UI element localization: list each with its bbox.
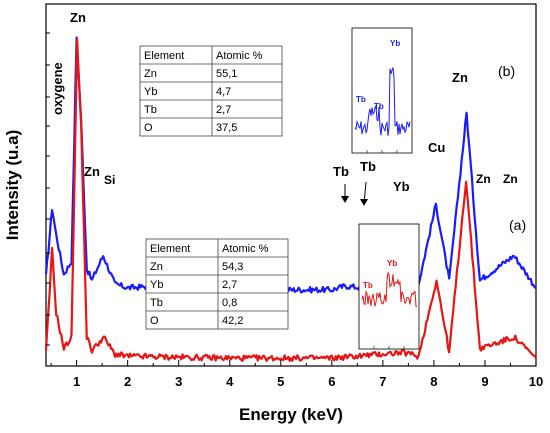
table-header-cell: Atomic % — [222, 243, 269, 255]
peak-label-zn: Zn — [503, 172, 518, 186]
inset-trace — [354, 67, 411, 136]
inset-a-label: Yb — [387, 259, 397, 268]
inset-trace — [361, 271, 418, 307]
inset-frame — [358, 223, 420, 350]
table-cell: Zn — [144, 68, 157, 80]
composition-table-b: Element Atomic % Zn 55,1 Yb 4,7 Tb 2,7 O 37,5 — [139, 45, 283, 137]
inset-frame — [351, 27, 413, 154]
table-cell: Tb — [150, 297, 163, 309]
x-tick-label: 3 — [175, 374, 182, 389]
peak-label-oxygene: oxygene — [50, 62, 65, 115]
inset-spectrum-b: Yb Tb Tb — [351, 27, 413, 154]
peak-label-yb: Yb — [393, 179, 410, 194]
x-tick-label: 1 — [73, 374, 80, 389]
peak-label-tb: Tb — [333, 164, 349, 179]
composition-table-a: Element Atomic % Zn 54,3 Yb 2,7 Tb 0,8 O 42,2 — [145, 238, 289, 330]
peak-label-zn: Zn — [476, 172, 491, 186]
x-axis-title: Energy (keV) — [239, 405, 343, 424]
table-cell: Yb — [144, 86, 157, 98]
peak-label-zn: Zn — [70, 10, 86, 25]
inset-b-label: Tb — [374, 102, 384, 111]
table-cell: 4,7 — [216, 86, 231, 98]
table-cell: 55,1 — [216, 68, 237, 80]
table-cell: 0,8 — [222, 297, 237, 309]
inset-b-label: Yb — [390, 39, 400, 48]
y-axis-title: Intensity (u.a) — [3, 130, 22, 241]
peak-label-tb: Tb — [360, 159, 376, 174]
table-header-cell: Element — [144, 50, 184, 62]
peak-label-zn: Zn — [84, 164, 100, 179]
table-cell: 2,7 — [216, 104, 231, 116]
table-cell: Yb — [150, 279, 163, 291]
x-axis-ticks: 1 2 3 4 5 6 7 8 9 10 — [50, 360, 543, 389]
x-tick-label: 9 — [481, 374, 488, 389]
table-header-cell: Element — [150, 243, 190, 255]
inset-b-label: Tb — [356, 95, 366, 104]
tb-arrow-2-head — [360, 199, 368, 206]
table-frame — [145, 238, 289, 330]
peak-label-si: Si — [104, 173, 115, 187]
x-tick-label: 10 — [529, 374, 543, 389]
table-cell: Tb — [144, 104, 157, 116]
series-line-a — [44, 37, 537, 362]
peak-label-zn: Zn — [452, 70, 468, 85]
plot-frame — [45, 3, 537, 367]
series-layer — [44, 36, 537, 362]
table-cell: 42,2 — [222, 315, 243, 327]
series-line-b — [44, 36, 537, 294]
table-cell: 37,5 — [216, 122, 237, 134]
table-cell: 2,7 — [222, 279, 237, 291]
x-tick-label: 5 — [277, 374, 284, 389]
plot-area: 1 2 3 4 5 6 7 8 9 10 — [44, 3, 543, 389]
x-tick-label: 7 — [379, 374, 386, 389]
inset-spectrum-a: Yb Tb — [358, 223, 420, 350]
y-axis-ticks — [46, 32, 50, 346]
table-header-cell: Atomic % — [216, 50, 263, 62]
x-tick-label: 4 — [226, 374, 234, 389]
tb-arrows — [341, 181, 368, 206]
inset-a-label: Tb — [363, 281, 373, 290]
table-frame — [139, 45, 283, 137]
tb-arrow-1-head — [341, 196, 349, 203]
series-label-a: (a) — [509, 217, 526, 233]
table-cell: 54,3 — [222, 261, 243, 273]
x-tick-label: 8 — [430, 374, 437, 389]
table-cell: O — [150, 315, 159, 327]
series-label-b: (b) — [498, 63, 515, 79]
x-tick-label: 6 — [328, 374, 335, 389]
peak-label-cu: Cu — [428, 140, 445, 155]
x-tick-label: 2 — [124, 374, 131, 389]
table-cell: O — [144, 122, 153, 134]
table-cell: Zn — [150, 261, 163, 273]
peak-labels: Zn oxygene Zn Si Tb Tb Yb Cu Zn Zn Zn — [50, 10, 518, 194]
